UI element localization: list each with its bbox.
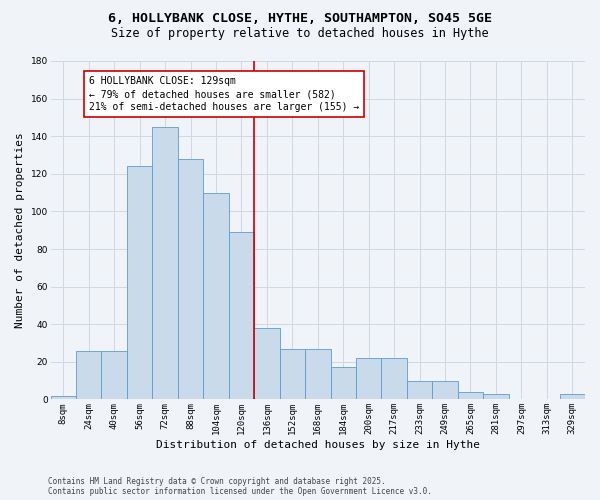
Bar (229, 232, 254, 400)
Text: Size of property relative to detached houses in Hythe: Size of property relative to detached ho… (111, 28, 489, 40)
Bar (50, 396, 76, 400)
Bar (382, 358, 407, 400)
Bar (305, 348, 331, 400)
Text: Contains HM Land Registry data © Crown copyright and database right 2025.
Contai: Contains HM Land Registry data © Crown c… (48, 476, 432, 496)
Bar (254, 328, 280, 400)
Bar (331, 368, 356, 400)
Bar (152, 127, 178, 400)
Bar (280, 348, 305, 400)
Text: 6 HOLLYBANK CLOSE: 129sqm
← 79% of detached houses are smaller (582)
21% of semi: 6 HOLLYBANK CLOSE: 129sqm ← 79% of detac… (89, 76, 359, 112)
Bar (458, 392, 483, 400)
Bar (76, 350, 101, 400)
Y-axis label: Number of detached properties: Number of detached properties (15, 132, 25, 328)
Bar (407, 380, 433, 400)
Text: 6, HOLLYBANK CLOSE, HYTHE, SOUTHAMPTON, SO45 5GE: 6, HOLLYBANK CLOSE, HYTHE, SOUTHAMPTON, … (108, 12, 492, 26)
Bar (127, 166, 152, 400)
Bar (560, 394, 585, 400)
Bar (178, 159, 203, 400)
Bar (433, 380, 458, 400)
Bar (483, 394, 509, 400)
X-axis label: Distribution of detached houses by size in Hythe: Distribution of detached houses by size … (156, 440, 480, 450)
Bar (203, 192, 229, 400)
Bar (101, 350, 127, 400)
Bar (356, 358, 382, 400)
